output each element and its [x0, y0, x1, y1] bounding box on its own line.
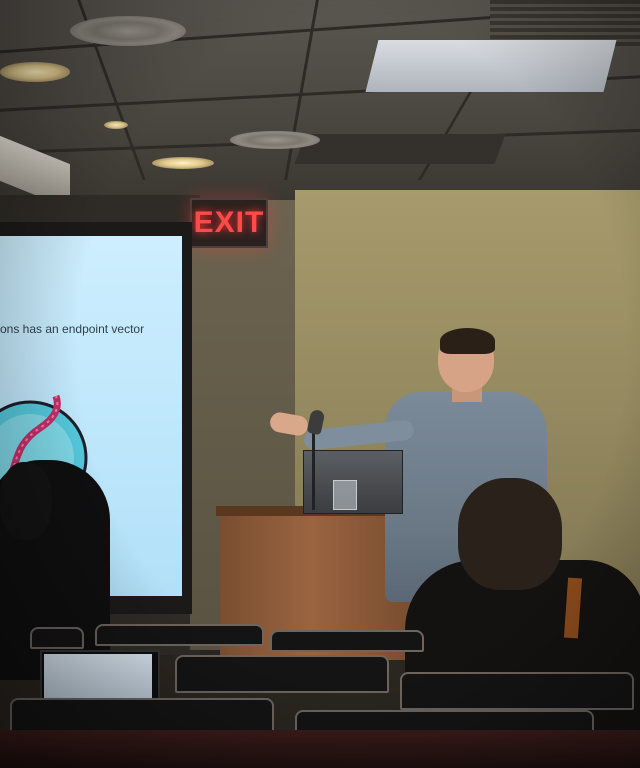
front-row-seats	[0, 730, 640, 768]
exit-sign-text: EXIT	[193, 206, 265, 239]
audience-member-left-head	[0, 462, 52, 540]
exit-sign: EXIT	[190, 198, 268, 248]
ceiling-light-panel	[365, 40, 617, 92]
chair-back	[95, 624, 264, 646]
audience-member-right-head	[458, 478, 562, 590]
slide-text: ons has an endpoint vector	[0, 322, 145, 336]
ceiling-diffuser	[230, 131, 320, 149]
chair-back	[175, 655, 389, 693]
presenter-hair	[440, 328, 495, 354]
chair-back	[30, 627, 84, 649]
ceiling-dark-panel	[294, 134, 506, 164]
chair-back	[10, 698, 274, 732]
chair-back	[270, 630, 424, 652]
recessed-ceiling-light	[0, 62, 70, 82]
recessed-ceiling-light	[104, 121, 128, 129]
ceiling-diffuser	[70, 16, 186, 46]
water-cup	[333, 480, 357, 510]
recessed-ceiling-light	[152, 157, 214, 169]
chair-back	[400, 672, 634, 710]
microphone-stand	[312, 430, 315, 510]
